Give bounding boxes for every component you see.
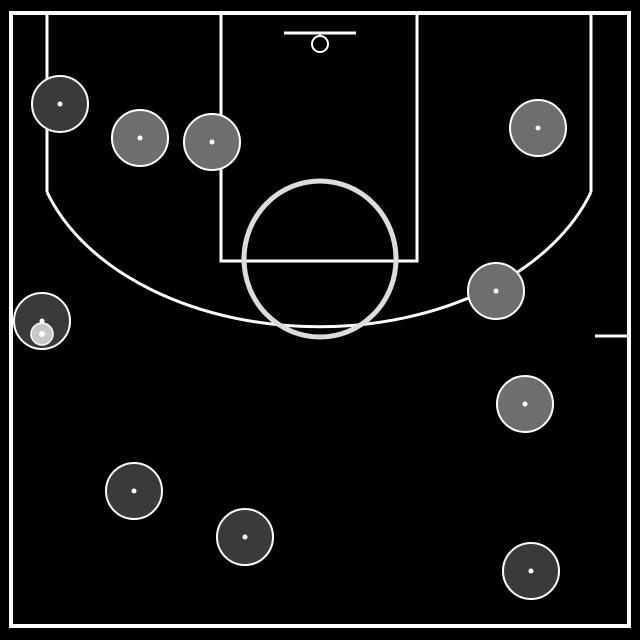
three-point-arc (45, 191, 593, 329)
player-marker (496, 375, 554, 433)
player-marker (509, 99, 567, 157)
free-throw-circle (241, 178, 399, 340)
players-group (13, 75, 567, 600)
player-marker (111, 109, 169, 167)
player-marker (105, 462, 163, 520)
player-marker (216, 508, 274, 566)
player-center-dot (242, 534, 248, 540)
player-center-dot (137, 135, 143, 141)
player-center-dot (528, 568, 534, 574)
player-marker (31, 75, 89, 133)
player-marker (467, 262, 525, 320)
player-center-dot (57, 101, 63, 107)
player-marker (13, 292, 71, 350)
player-marker (502, 542, 560, 600)
hoop-rim (311, 35, 329, 53)
player-center-dot (522, 401, 528, 407)
player-center-dot (493, 288, 499, 294)
basketball-center-dot (39, 331, 45, 337)
player-center-dot (39, 318, 45, 324)
player-marker (183, 113, 241, 171)
player-center-dot (535, 125, 541, 131)
player-center-dot (131, 488, 137, 494)
player-center-dot (209, 139, 215, 145)
